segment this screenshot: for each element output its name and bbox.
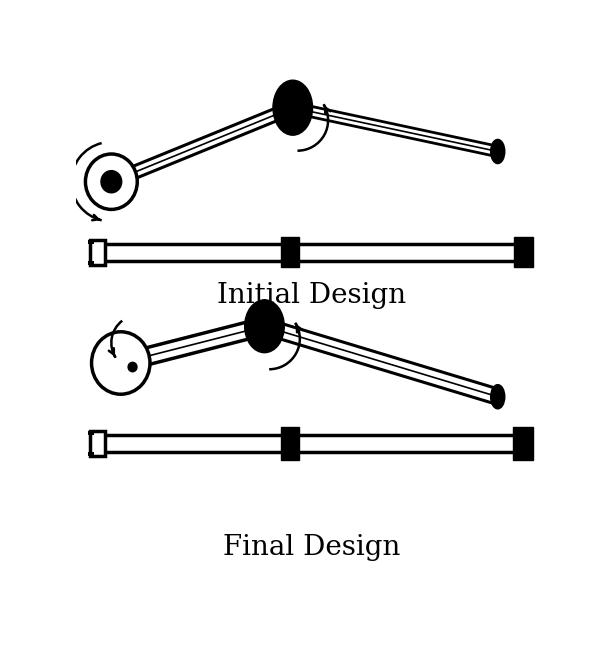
Polygon shape	[119, 318, 266, 371]
Polygon shape	[262, 319, 500, 404]
Ellipse shape	[244, 300, 285, 353]
Bar	[90, 239, 105, 265]
Ellipse shape	[273, 80, 313, 135]
Text: Final Design: Final Design	[223, 534, 400, 561]
Bar	[513, 427, 533, 460]
Polygon shape	[292, 103, 499, 156]
Circle shape	[92, 332, 150, 394]
Polygon shape	[109, 102, 295, 187]
Bar	[90, 431, 105, 456]
Circle shape	[128, 363, 137, 371]
Bar	[88, 452, 94, 456]
Ellipse shape	[491, 385, 505, 409]
Bar	[88, 431, 94, 435]
Text: Initial Design: Initial Design	[217, 281, 406, 309]
Bar	[282, 237, 299, 267]
Bar	[282, 427, 299, 460]
Ellipse shape	[491, 139, 505, 164]
Circle shape	[101, 171, 122, 193]
Bar	[514, 237, 533, 267]
Bar	[88, 261, 94, 265]
Circle shape	[85, 154, 137, 209]
Bar	[88, 239, 94, 244]
